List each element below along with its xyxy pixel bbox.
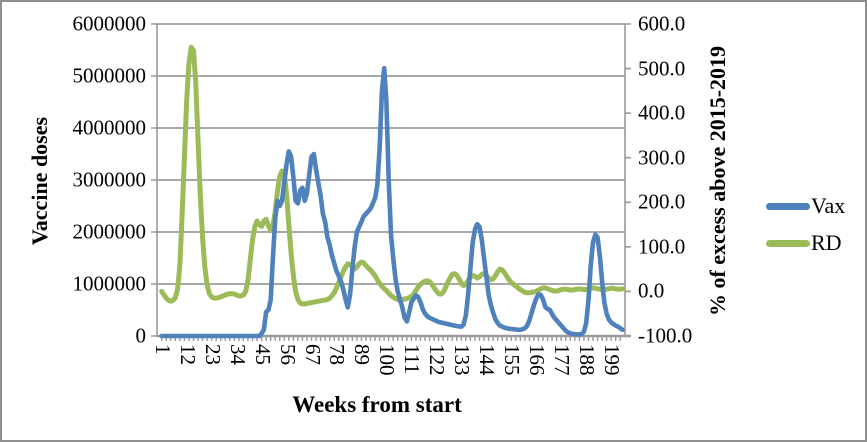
x-axis-title: Weeks from start <box>292 392 462 417</box>
right-axis-tick-label: 500.0 <box>638 56 686 81</box>
x-axis-tick-label: 45 <box>250 344 275 365</box>
x-axis-tick-label: 100 <box>375 344 400 376</box>
rd-line-sample-icon <box>766 239 810 247</box>
x-axis-tick-label: 188 <box>575 344 600 376</box>
legend-label-vax: Vax <box>811 193 846 218</box>
left-axis-title-text: Vaccine doses <box>27 116 53 246</box>
x-axis-tick-label: 111 <box>400 344 425 374</box>
vax-line-sample-icon <box>766 202 810 210</box>
right-axis-tick-label: 600.0 <box>638 11 686 36</box>
x-axis-tick-label: 12 <box>175 344 200 365</box>
legend-item-vax: Vax <box>766 191 864 221</box>
vax-line <box>159 65 625 339</box>
left-axis-ticks <box>151 23 157 337</box>
x-axis-tick-label: 199 <box>600 344 625 376</box>
legend: Vax RD <box>766 191 864 265</box>
x-axis-tick-label: 177 <box>550 344 575 376</box>
left-axis-title: Vaccine doses <box>18 2 62 360</box>
left-axis-tick-label: 2000000 <box>72 219 147 244</box>
right-axis-tick-label: 100.0 <box>638 234 686 259</box>
right-axis-tick-label: 400.0 <box>638 100 686 125</box>
right-axis-tick-label: 0.0 <box>638 278 665 303</box>
x-axis-tick-label: 34 <box>225 344 250 365</box>
x-axis-tick-label: 1 <box>150 344 175 355</box>
x-axis-tick-label: 166 <box>525 344 550 376</box>
left-axis-tick-label: 0 <box>135 323 147 348</box>
left-axis-tick-label: 3000000 <box>72 167 147 192</box>
left-axis-tick-label: 4000000 <box>72 115 147 140</box>
x-axis-tick-label: 67 <box>300 344 325 365</box>
right-axis-tick-label: 300.0 <box>638 145 686 170</box>
x-axis-tick-label: 89 <box>350 344 375 365</box>
right-axis-tick-label: -100.0 <box>638 323 693 348</box>
x-axis-tick-label: 122 <box>425 344 450 376</box>
x-axis-tick-label: 23 <box>200 344 225 365</box>
legend-label-rd: RD <box>811 230 842 255</box>
right-axis-title: % of excess above 2015-2019 <box>696 2 740 360</box>
right-axis-ticks <box>625 23 631 337</box>
legend-item-rd: RD <box>766 228 864 258</box>
x-axis-tick-label: 155 <box>500 344 525 376</box>
left-axis-tick-label: 5000000 <box>72 63 147 88</box>
x-axis-tick-label: 56 <box>275 344 300 365</box>
right-axis-tick-label: 200.0 <box>638 189 686 214</box>
x-axis-minor-ticks <box>161 336 621 341</box>
right-axis-title-text: % of excess above 2015-2019 <box>705 45 731 317</box>
x-axis-tick-label: 78 <box>325 344 350 365</box>
left-axis-tick-label: 6000000 <box>72 11 147 36</box>
rd-line <box>159 44 625 307</box>
left-axis-tick-label: 1000000 <box>72 271 147 296</box>
x-axis-tick-label: 133 <box>450 344 475 376</box>
x-axis-tick-label: 144 <box>475 344 500 376</box>
